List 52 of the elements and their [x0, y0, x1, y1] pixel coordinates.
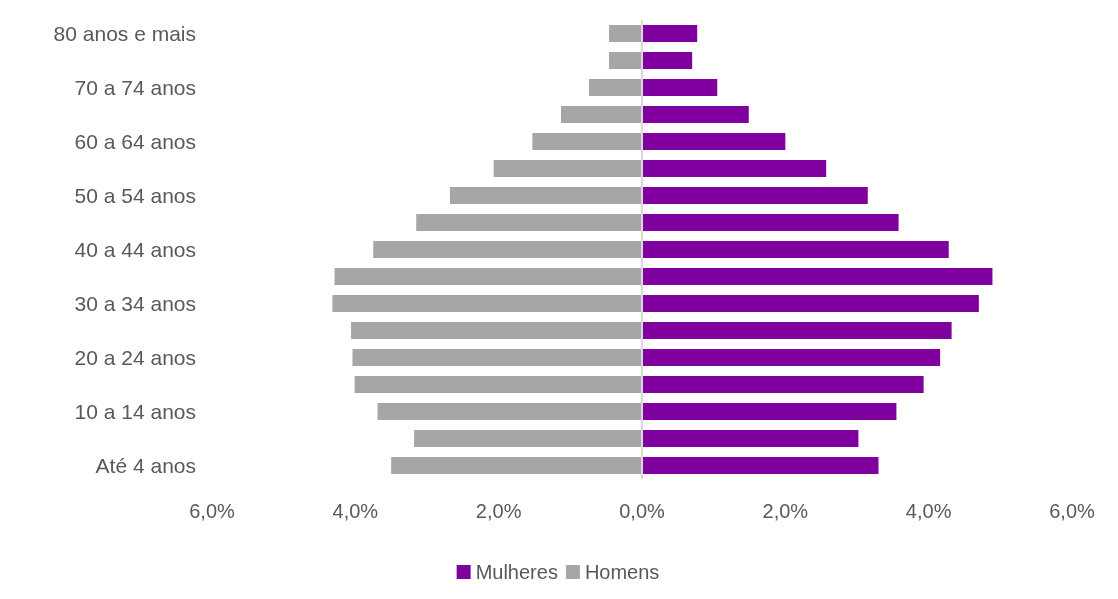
- bar: [642, 133, 786, 150]
- x-tick-label: 6,0%: [1049, 500, 1096, 522]
- y-tick-label: 60 a 64 anos: [74, 130, 196, 153]
- bar: [642, 403, 897, 420]
- bar: [416, 214, 642, 231]
- bar: [414, 430, 642, 447]
- bar: [332, 295, 642, 312]
- x-tick-label: 4,0%: [905, 500, 952, 522]
- bar: [642, 106, 749, 123]
- y-tick-label: Até 4 anos: [95, 454, 196, 477]
- bar: [642, 349, 941, 366]
- bar: [642, 295, 979, 312]
- x-tick-label: 0,0%: [619, 500, 666, 522]
- bar: [642, 187, 868, 204]
- bar: [642, 268, 993, 285]
- x-tick-label: 6,0%: [189, 500, 236, 522]
- y-tick-label: 80 anos e mais: [53, 22, 196, 45]
- x-tick-label: 2,0%: [475, 500, 522, 522]
- bar: [642, 430, 859, 447]
- bar: [532, 133, 642, 150]
- bar: [642, 79, 718, 96]
- bar: [642, 214, 899, 231]
- legend-label: Mulheres: [475, 561, 558, 583]
- bar: [391, 457, 642, 474]
- bar: [642, 322, 952, 339]
- bar: [561, 106, 642, 123]
- x-tick-label: 4,0%: [332, 500, 379, 522]
- y-tick-label: 10 a 14 anos: [74, 400, 196, 423]
- bar: [642, 52, 693, 69]
- y-tick-label: 20 a 24 anos: [74, 346, 196, 369]
- bar: [373, 241, 642, 258]
- bar: [642, 457, 879, 474]
- y-tick-label: 70 a 74 anos: [74, 76, 196, 99]
- bar: [334, 268, 642, 285]
- bar: [354, 376, 642, 393]
- bar: [351, 322, 642, 339]
- legend-label: Homens: [584, 561, 660, 583]
- bar: [609, 25, 642, 42]
- bar: [642, 376, 924, 393]
- y-tick-label: 30 a 34 anos: [74, 292, 196, 315]
- y-tick-label: 50 a 54 anos: [74, 184, 196, 207]
- bar: [642, 241, 949, 258]
- x-tick-label: 2,0%: [762, 500, 809, 522]
- bar: [642, 25, 698, 42]
- bar: [642, 160, 827, 177]
- bar: [609, 52, 642, 69]
- bar: [377, 403, 642, 420]
- bar: [352, 349, 642, 366]
- bar: [493, 160, 642, 177]
- bar: [588, 79, 642, 96]
- bar: [449, 187, 642, 204]
- y-tick-label: 40 a 44 anos: [74, 238, 196, 261]
